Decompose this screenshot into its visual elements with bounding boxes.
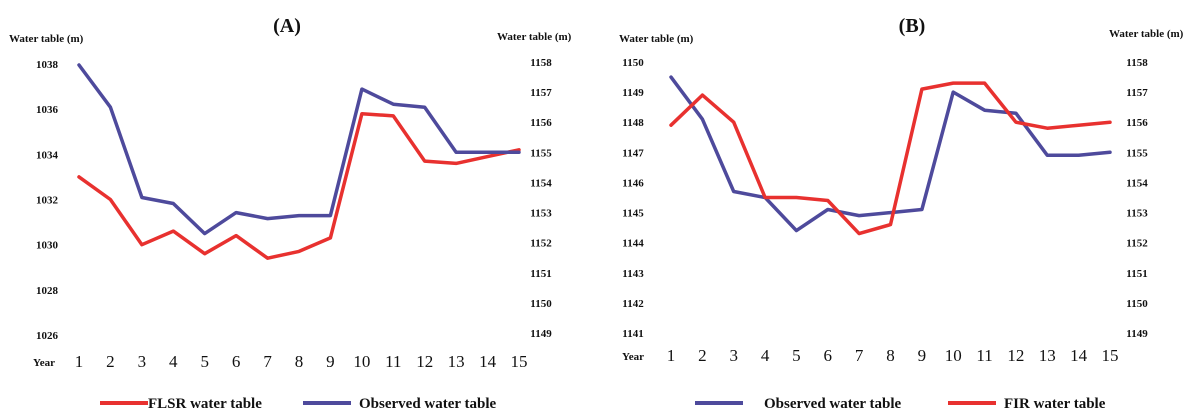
legend-label: FLSR water table (148, 396, 262, 412)
left-tick-label: 1149 (622, 87, 644, 99)
right-tick-label: 1151 (1126, 268, 1147, 280)
x-tick-label: 6 (232, 352, 241, 371)
right-tick-label: 1149 (1126, 328, 1148, 340)
x-tick-label: 1 (75, 352, 84, 371)
left-tick-label: 1032 (36, 195, 59, 207)
chart-title: (B) (899, 15, 926, 37)
right-tick-label: 1150 (530, 298, 552, 310)
chart-panel-a: (A)Water table (m) Water table (m)1026102… (9, 15, 572, 412)
right-tick-label: 1155 (530, 147, 552, 159)
x-tick-label: 14 (1070, 346, 1088, 365)
x-tick-label: 9 (326, 352, 335, 371)
series-line-observed-water-table (669, 75, 1112, 233)
x-tick-label: 14 (479, 352, 497, 371)
x-tick-label: 12 (1007, 346, 1024, 365)
left-tick-label: 1034 (36, 149, 59, 161)
x-tick-label: 15 (1102, 346, 1119, 365)
x-tick-label: 7 (855, 346, 864, 365)
left-tick-label: 1038 (36, 59, 59, 71)
x-tick-label: 2 (106, 352, 115, 371)
left-tick-label: 1142 (622, 298, 644, 310)
x-tick-label: 2 (698, 346, 707, 365)
series-line-flsr-water-table (77, 111, 521, 260)
right-tick-label: 1158 (530, 57, 552, 69)
left-tick-label: 1145 (622, 208, 644, 220)
left-tick-label: 1026 (36, 330, 59, 342)
x-tick-label: 3 (138, 352, 147, 371)
x-tick-label: 9 (918, 346, 927, 365)
x-tick-label: 8 (886, 346, 895, 365)
series-line-fir-water-table (669, 81, 1112, 236)
series-line-observed-water-table (77, 63, 521, 236)
right-tick-label: 1157 (1126, 87, 1148, 99)
x-tick-label: 8 (295, 352, 304, 371)
left-tick-label: 1148 (622, 117, 644, 129)
left-tick-label: 1146 (622, 177, 644, 189)
left-tick-label: 1147 (622, 147, 644, 159)
x-tick-label: 13 (1039, 346, 1056, 365)
right-tick-label: 1157 (530, 87, 552, 99)
x-tick-label: 1 (667, 346, 676, 365)
left-tick-label: 1030 (36, 240, 59, 252)
left-tick-label: 1144 (622, 238, 644, 250)
x-tick-label: 7 (263, 352, 272, 371)
x-tick-label: 15 (511, 352, 528, 371)
right-axis-label: Water table (m) (497, 31, 572, 43)
right-tick-label: 1152 (530, 238, 552, 250)
x-tick-label: 5 (200, 352, 209, 371)
x-tick-label: 12 (416, 352, 433, 371)
x-tick-label: 4 (761, 346, 770, 365)
x-axis-label: Year (33, 357, 55, 369)
right-tick-label: 1149 (530, 328, 552, 340)
right-tick-label: 1156 (1126, 117, 1148, 129)
x-tick-label: 10 (945, 346, 962, 365)
right-tick-label: 1153 (1126, 208, 1148, 220)
left-tick-label: 1143 (622, 268, 644, 280)
chart-panel-b: (B)Water table (m) Water table (m)1141114… (619, 15, 1184, 412)
right-tick-label: 1158 (1126, 57, 1148, 69)
right-tick-label: 1153 (530, 208, 552, 220)
x-tick-label: 10 (353, 352, 370, 371)
x-tick-label: 11 (976, 346, 992, 365)
legend-label: Observed water table (764, 396, 902, 412)
right-tick-label: 1155 (1126, 147, 1148, 159)
right-tick-label: 1154 (530, 177, 552, 189)
right-tick-label: 1151 (530, 268, 551, 280)
legend-label: Observed water table (359, 396, 497, 412)
chart-title: (A) (273, 15, 301, 37)
left-tick-label: 1028 (36, 285, 59, 297)
left-axis-label: Water table (m) (619, 33, 694, 45)
x-tick-label: 13 (448, 352, 465, 371)
left-tick-label: 1150 (622, 57, 644, 69)
x-tick-label: 5 (792, 346, 801, 365)
left-tick-label: 1036 (36, 104, 59, 116)
x-axis-label: Year (622, 351, 644, 363)
left-axis-label: Water table (m) (9, 33, 84, 45)
left-tick-label: 1141 (622, 328, 643, 340)
x-tick-label: 6 (824, 346, 833, 365)
right-tick-label: 1156 (530, 117, 552, 129)
legend-label: FIR water table (1004, 396, 1106, 412)
x-tick-label: 4 (169, 352, 178, 371)
x-tick-label: 11 (385, 352, 401, 371)
right-tick-label: 1154 (1126, 177, 1148, 189)
right-tick-label: 1152 (1126, 238, 1148, 250)
right-axis-label: Water table (m) (1109, 28, 1184, 40)
right-tick-label: 1150 (1126, 298, 1148, 310)
x-tick-label: 3 (729, 346, 738, 365)
